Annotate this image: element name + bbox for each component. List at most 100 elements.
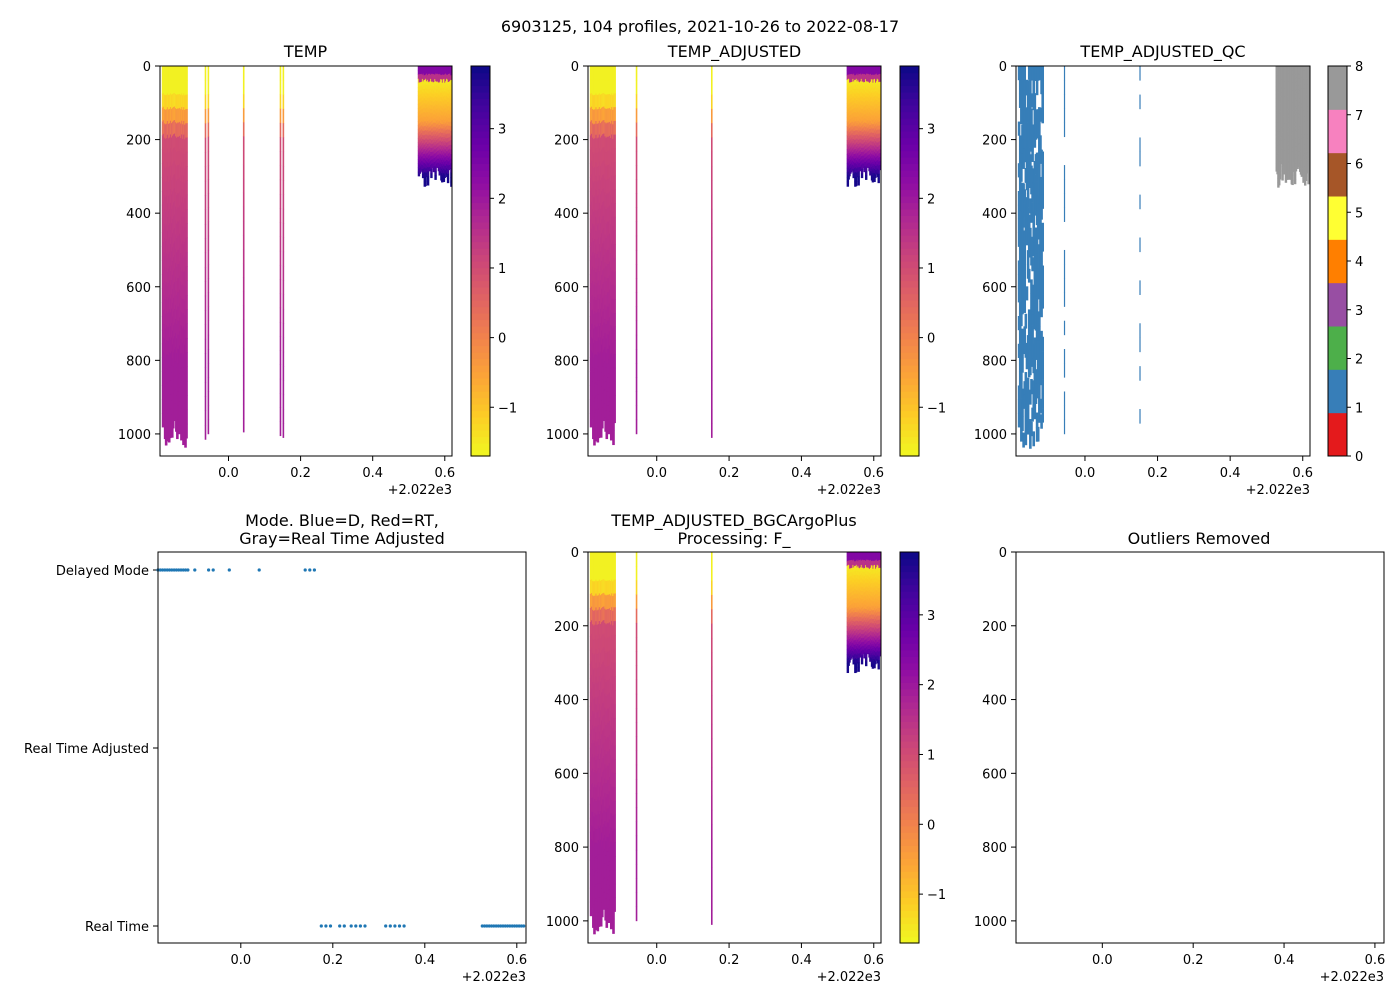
colorbar-segment — [471, 371, 490, 379]
profile-segment — [1021, 401, 1024, 417]
colorbar-segment — [900, 358, 919, 366]
profile-segment — [444, 170, 447, 175]
y-tick-label: 200 — [554, 134, 579, 149]
profile-segment — [879, 113, 881, 118]
x-tick-label: 0.0 — [646, 466, 667, 481]
profile-segment — [282, 394, 285, 410]
profile-segment — [441, 177, 444, 183]
profile-segment — [1039, 107, 1042, 122]
profile-segment — [635, 150, 638, 166]
profile-segment — [1018, 204, 1022, 220]
colorbar-tick-label: 1 — [927, 262, 935, 277]
colorbar-segment — [471, 319, 490, 327]
colorbar-segment — [471, 384, 490, 392]
profile-segment — [204, 180, 207, 196]
profile-segment — [204, 410, 207, 426]
profile-segment — [282, 237, 285, 253]
profile-segment — [279, 122, 282, 138]
profile-segment — [1139, 323, 1141, 338]
profile-segment — [1041, 393, 1045, 409]
colorbar-tick-label: 1 — [498, 262, 506, 277]
profile-segment — [1031, 380, 1034, 395]
profile-segment — [450, 98, 452, 104]
profile-segment — [877, 173, 880, 179]
profile-segment — [207, 391, 210, 406]
profile-segment — [185, 337, 188, 353]
profile-segment — [185, 309, 188, 324]
profile-segment — [207, 292, 210, 307]
colorbar-segment — [900, 85, 919, 93]
profile-segment — [204, 353, 207, 368]
profile-segment — [1024, 342, 1028, 358]
profile-segment — [1283, 170, 1286, 175]
colorbar-segment — [900, 235, 919, 243]
colorbar-segment — [900, 430, 919, 438]
profile-segment — [1035, 239, 1039, 255]
profile-segment — [1027, 147, 1031, 161]
profile-segment — [204, 195, 207, 210]
profile-segment — [1025, 217, 1029, 232]
y-tick-label: 400 — [554, 207, 579, 222]
profile-segment — [421, 173, 425, 179]
x-tick-label: 0.6 — [863, 466, 884, 481]
profile-segment — [635, 405, 638, 421]
profile-segment — [613, 299, 616, 314]
profile-segment — [1029, 198, 1032, 214]
colorbar-segment — [471, 66, 490, 74]
profile-segment — [1033, 405, 1037, 420]
profile-segment — [168, 423, 172, 439]
profile-segment — [450, 103, 452, 109]
profile-segment — [185, 323, 188, 339]
profile-segment — [204, 295, 207, 311]
profile-segment — [1038, 381, 1041, 396]
profile-segment — [1023, 326, 1027, 341]
profile-segment — [282, 423, 285, 438]
colorbar-segment — [900, 391, 919, 399]
colorbar-segment — [471, 332, 490, 340]
profile-segment — [857, 166, 860, 172]
profile-segment — [279, 250, 282, 266]
y-tick-label: 1000 — [546, 428, 579, 443]
profile-segment — [441, 173, 444, 178]
colorbar-segment — [471, 189, 490, 197]
colorbar-segment — [900, 371, 919, 379]
profile-segment — [1139, 366, 1141, 381]
profile-segment — [1023, 93, 1027, 108]
profile-segment — [282, 94, 285, 110]
profile-segment — [854, 176, 858, 182]
profile-segment — [1293, 174, 1297, 180]
y-tick-label: 800 — [554, 354, 579, 369]
profile-segment — [242, 389, 245, 405]
profile-segment — [710, 166, 713, 181]
profile-segment — [1063, 292, 1066, 307]
heatmap-marks — [1017, 66, 1310, 449]
colorbar-segment — [471, 215, 490, 223]
profile-segment — [242, 108, 245, 123]
profile-segment — [635, 94, 638, 109]
profile-segment — [846, 181, 850, 187]
profile-segment — [242, 291, 245, 306]
profile-segment — [1035, 412, 1039, 428]
profile-segment — [710, 308, 713, 324]
profile-segment — [1041, 265, 1045, 281]
profile-segment — [1029, 316, 1032, 332]
profile-segment — [1033, 93, 1037, 108]
profile-segment — [879, 81, 881, 87]
profile-segment — [613, 285, 616, 300]
colorbar-segment — [900, 280, 919, 288]
profile-segment — [428, 166, 431, 172]
colorbar-segment — [471, 313, 490, 321]
profile-segment — [282, 223, 285, 238]
profile-segment — [613, 244, 616, 259]
colorbar-segment — [471, 124, 490, 132]
profile-segment — [1023, 148, 1027, 163]
profile-segment — [710, 366, 713, 381]
profile-segment — [1292, 163, 1295, 168]
profile-segment — [875, 170, 878, 175]
profile-segment — [613, 175, 616, 190]
y-tick-label: 800 — [126, 354, 151, 369]
colorbar-tick-label: 2 — [498, 192, 506, 207]
profile-segment — [710, 80, 713, 95]
profile-segment — [1021, 66, 1024, 81]
profile-segment — [204, 367, 207, 383]
